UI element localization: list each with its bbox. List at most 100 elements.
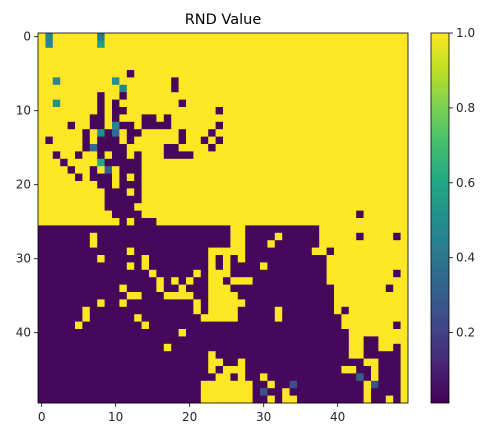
heatmap-cell	[326, 277, 335, 285]
heatmap-cell	[267, 158, 276, 167]
heatmap-cell	[274, 210, 283, 219]
heatmap-cell	[134, 107, 142, 115]
heatmap-cell	[289, 232, 298, 241]
heatmap-cell	[341, 225, 350, 234]
heatmap-cell	[260, 144, 268, 152]
heatmap-cell	[119, 388, 128, 396]
heatmap-cell	[245, 121, 253, 130]
heatmap-cell	[245, 77, 253, 86]
heatmap-cell	[289, 203, 298, 211]
heatmap-cell	[141, 366, 150, 374]
heatmap-cell	[378, 329, 387, 337]
heatmap-cell	[178, 121, 187, 130]
heatmap-cell	[38, 232, 46, 241]
heatmap-cell	[141, 292, 150, 300]
heatmap-cell	[230, 210, 239, 219]
heatmap-cell	[230, 262, 239, 271]
heatmap-cell	[385, 395, 394, 404]
heatmap-cell	[245, 225, 253, 234]
heatmap-cell	[326, 343, 335, 352]
x-axis-ticks: 0 10 20 30 40	[38, 403, 345, 424]
heatmap-cell	[319, 188, 327, 197]
heatmap-cell	[356, 181, 364, 189]
heatmap-cell	[178, 247, 187, 256]
heatmap-cell	[237, 232, 246, 241]
heatmap-cell	[60, 92, 68, 100]
heatmap-cell	[245, 388, 253, 396]
heatmap-cell	[60, 306, 68, 315]
heatmap-cell	[326, 336, 335, 345]
heatmap-cell	[319, 218, 327, 226]
heatmap-cell	[45, 203, 54, 211]
heatmap-cell	[319, 158, 327, 167]
heatmap-cell	[363, 329, 372, 337]
heatmap-cell	[112, 121, 120, 130]
heatmap-cell	[67, 55, 76, 63]
heatmap-cell	[267, 321, 276, 330]
heatmap-cell	[134, 62, 142, 71]
heatmap-cell	[282, 62, 290, 71]
heatmap-cell	[208, 70, 216, 78]
heatmap-cell	[134, 47, 142, 56]
heatmap-cell	[230, 388, 239, 396]
heatmap-cell	[38, 33, 46, 41]
heatmap-cell	[186, 395, 194, 404]
heatmap-cell	[393, 62, 401, 71]
heatmap-cell	[326, 173, 335, 182]
heatmap-cell	[149, 269, 157, 278]
heatmap-cell	[75, 129, 83, 137]
heatmap-cell	[282, 218, 290, 226]
heatmap-cell	[141, 40, 150, 49]
heatmap-cell	[260, 277, 268, 285]
heatmap-cell	[163, 62, 172, 71]
heatmap-cell	[297, 262, 305, 271]
heatmap-cell	[341, 144, 350, 152]
heatmap-cell	[326, 321, 335, 330]
heatmap-cell	[171, 40, 179, 49]
heatmap-cell	[215, 62, 224, 71]
heatmap-cell	[363, 55, 372, 63]
heatmap-cell	[60, 40, 68, 49]
heatmap-cell	[223, 136, 231, 145]
heatmap-cell	[208, 188, 216, 197]
heatmap-cell	[215, 262, 224, 271]
heatmap-cell	[208, 262, 216, 271]
heatmap-cell	[149, 210, 157, 219]
heatmap-cell	[334, 188, 342, 197]
heatmap-cell	[75, 151, 83, 160]
heatmap-cell	[400, 92, 409, 100]
heatmap-cell	[363, 181, 372, 189]
heatmap-cell	[97, 380, 105, 389]
heatmap-cell	[141, 70, 150, 78]
heatmap-cell	[208, 121, 216, 130]
heatmap-cell	[208, 380, 216, 389]
heatmap-cell	[67, 373, 76, 382]
heatmap-cell	[171, 210, 179, 219]
heatmap-cell	[97, 299, 105, 308]
heatmap-cell	[119, 33, 128, 41]
heatmap-cell	[230, 40, 239, 49]
heatmap-cell	[297, 166, 305, 174]
heatmap-cell	[267, 70, 276, 78]
heatmap-cell	[371, 121, 379, 130]
heatmap-cell	[67, 92, 76, 100]
heatmap-cell	[82, 358, 91, 367]
heatmap-cell	[193, 55, 202, 63]
heatmap-cell	[400, 47, 409, 56]
heatmap-cell	[60, 210, 68, 219]
heatmap-cell	[141, 299, 150, 308]
heatmap-cell	[89, 232, 98, 241]
heatmap-cell	[104, 255, 113, 263]
heatmap-cell	[82, 262, 91, 271]
heatmap-cell	[400, 203, 409, 211]
heatmap-cell	[45, 40, 54, 49]
heatmap-cell	[141, 33, 150, 41]
heatmap-cell	[200, 99, 209, 108]
heatmap-cell	[385, 255, 394, 263]
heatmap-cell	[156, 292, 165, 300]
heatmap-cell	[97, 47, 105, 56]
heatmap-cell	[193, 247, 202, 256]
heatmap-cell	[104, 84, 113, 93]
heatmap-cell	[252, 240, 261, 248]
heatmap-cell	[237, 195, 246, 204]
